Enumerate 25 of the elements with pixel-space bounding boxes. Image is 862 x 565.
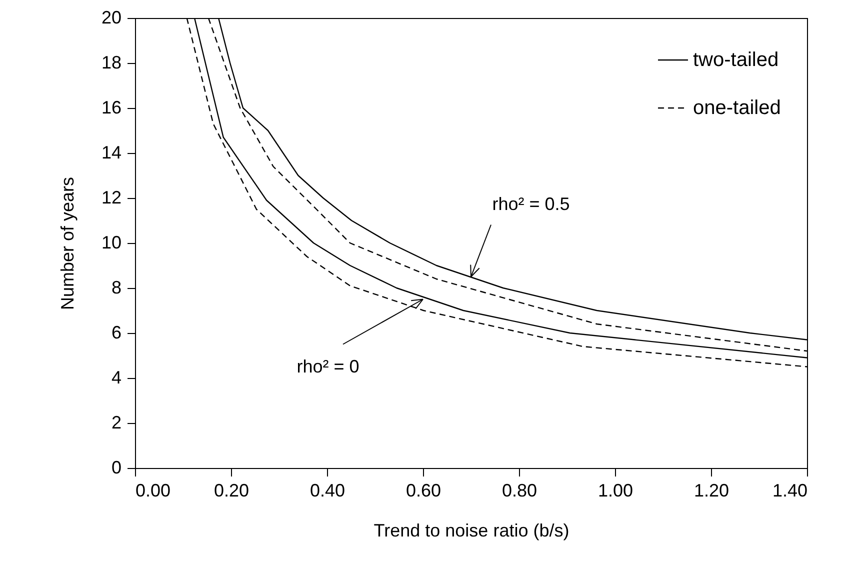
annotation: rho² = 0.5 — [492, 194, 570, 214]
y-tick-label: 0 — [111, 458, 122, 478]
y-tick-label: 16 — [101, 98, 122, 118]
y-tick-label: 10 — [101, 232, 122, 252]
y-tick-label: 20 — [101, 8, 122, 28]
legend-label: two-tailed — [693, 49, 779, 71]
y-tick-label: 14 — [101, 142, 122, 162]
x-tick-label: 0.80 — [502, 480, 538, 500]
x-axis-title: Trend to noise ratio (b/s) — [374, 520, 570, 540]
x-tick-label: 0.20 — [214, 480, 250, 500]
x-tick-label: 0.40 — [310, 480, 346, 500]
y-tick-label: 4 — [111, 368, 122, 388]
x-tick-label: 1.00 — [598, 480, 634, 500]
annotation: rho² = 0 — [296, 356, 360, 376]
y-tick-label: 18 — [101, 52, 122, 72]
y-axis-title: Number of years — [57, 176, 78, 310]
x-tick-label: 0.60 — [406, 480, 442, 500]
y-tick-label: 12 — [101, 188, 122, 208]
legend-label: one-tailed — [693, 97, 781, 119]
y-tick-label: 6 — [111, 322, 122, 342]
x-tick-label: 1.20 — [694, 480, 730, 500]
y-tick-label: 2 — [111, 412, 122, 432]
y-tick-label: 8 — [111, 278, 122, 298]
x-tick-label: 0.00 — [136, 480, 171, 500]
x-tick-label: 1.40 — [772, 480, 808, 500]
